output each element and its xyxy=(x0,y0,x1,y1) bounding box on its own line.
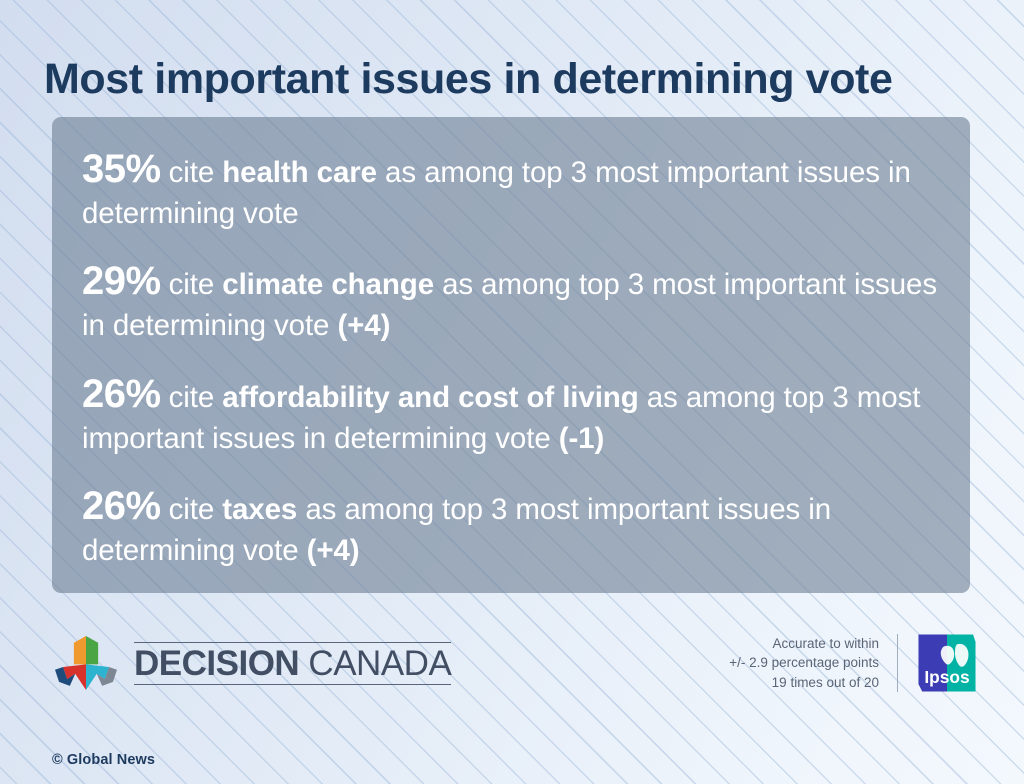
decision-word: DECISION xyxy=(134,643,300,683)
canada-word: CANADA xyxy=(299,643,452,683)
ipsos-logo: Ipsos xyxy=(918,634,976,692)
copyright-notice: © Global News xyxy=(52,752,156,768)
stat-tail: as among top 3 most important issues in … xyxy=(82,268,937,343)
stat-tail: as among top 3 most important issues in … xyxy=(82,493,832,568)
stat-row: 26% cite affordability and cost of livin… xyxy=(82,368,940,458)
accuracy-note: Accurate to within +/- 2.9 percentage po… xyxy=(729,634,898,692)
stat-lead: cite xyxy=(160,268,223,302)
stat-delta: (-1) xyxy=(558,421,605,455)
stat-percent: 29% xyxy=(82,259,161,304)
stat-row: 29% cite climate change as among top 3 m… xyxy=(82,255,940,345)
stat-row: 26% cite taxes as among top 3 most impor… xyxy=(82,480,940,570)
stat-percent: 35% xyxy=(82,147,161,191)
stat-topic: affordability and cost of living xyxy=(222,380,639,414)
stat-topic: climate change xyxy=(222,268,435,302)
accuracy-and-ipsos: Accurate to within +/- 2.9 percentage po… xyxy=(729,632,978,694)
accuracy-line-3: 19 times out of 20 xyxy=(771,674,879,690)
footer: DECISION CANADA Accurate to within +/- 2… xyxy=(0,620,1024,720)
stat-topic: health care xyxy=(222,156,377,189)
stat-row: 35% cite health care as among top 3 most… xyxy=(82,143,940,233)
stat-delta: (+4) xyxy=(306,534,360,568)
stat-percent: 26% xyxy=(82,371,161,416)
decision-canada-wordmark: DECISION CANADA xyxy=(134,641,452,685)
page-title: Most important issues in determining vot… xyxy=(44,54,893,103)
decision-canada-logo: DECISION CANADA xyxy=(52,632,452,694)
stat-lead: cite xyxy=(160,156,223,189)
decision-canada-text: DECISION CANADA xyxy=(134,643,452,683)
stat-lead: cite xyxy=(160,380,223,414)
maple-leaf-icon xyxy=(55,636,117,690)
stat-topic: taxes xyxy=(222,493,298,527)
ipsos-wordmark: Ipsos xyxy=(924,667,969,687)
stat-delta: (+4) xyxy=(337,309,391,343)
accuracy-line-2: +/- 2.9 percentage points xyxy=(729,655,879,671)
stat-tail: as among top 3 most important issues in … xyxy=(82,156,911,230)
stat-percent: 26% xyxy=(82,484,161,529)
stats-panel: 35% cite health care as among top 3 most… xyxy=(52,117,970,593)
stat-lead: cite xyxy=(160,493,223,527)
stat-tail: as among top 3 most important issues in … xyxy=(82,380,921,455)
accuracy-line-1: Accurate to within xyxy=(772,636,879,652)
